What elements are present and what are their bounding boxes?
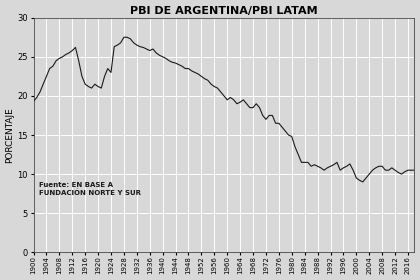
Title: PBI DE ARGENTINA/PBI LATAM: PBI DE ARGENTINA/PBI LATAM	[130, 6, 318, 16]
Y-axis label: PORCENTAJE: PORCENTAJE	[5, 107, 15, 163]
Text: Fuente: EN BASE A
FUNDACIÓN NORTE Y SUR: Fuente: EN BASE A FUNDACIÓN NORTE Y SUR	[39, 182, 141, 195]
